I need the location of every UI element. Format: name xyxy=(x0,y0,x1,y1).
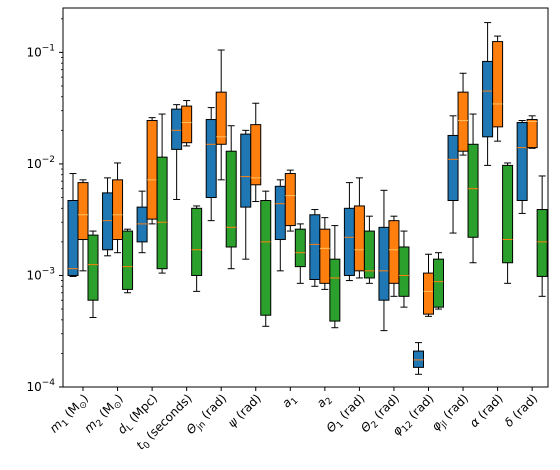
box-group xyxy=(447,115,459,234)
box-group xyxy=(260,190,272,327)
x-tick-label: α (rad) xyxy=(467,391,506,430)
box-group xyxy=(294,223,306,284)
box-iqr xyxy=(457,91,469,152)
x-tick-label: δ (rad) xyxy=(502,391,540,429)
x-tick-label: m2 (M⊙) xyxy=(81,391,127,437)
y-tick-label: 10−3 xyxy=(26,266,55,282)
box-group xyxy=(171,104,183,200)
box-group xyxy=(378,189,390,332)
boxes-layer xyxy=(67,22,548,375)
box-iqr xyxy=(329,258,341,322)
box-group xyxy=(329,225,341,329)
box-group xyxy=(343,182,355,282)
box-iqr xyxy=(225,150,237,248)
box-iqr xyxy=(343,207,355,276)
box-iqr xyxy=(467,143,479,238)
box-iqr xyxy=(413,350,424,368)
box-iqr xyxy=(122,230,134,290)
box-group xyxy=(284,169,296,232)
box-iqr xyxy=(87,234,99,301)
box-group xyxy=(363,215,375,284)
box-iqr xyxy=(353,205,365,272)
box-iqr xyxy=(536,209,548,277)
box-iqr xyxy=(526,119,538,149)
box-iqr xyxy=(502,164,514,264)
box-iqr xyxy=(363,230,375,279)
y-tick-label: 10−1 xyxy=(26,43,55,59)
box-group xyxy=(77,179,89,272)
box-group xyxy=(136,190,148,254)
box-group xyxy=(112,162,124,254)
box-iqr xyxy=(215,91,227,145)
box-group xyxy=(122,228,134,294)
box-group xyxy=(319,217,331,290)
box-group xyxy=(87,230,99,318)
box-group xyxy=(502,162,514,284)
box-group xyxy=(250,102,262,203)
box-group xyxy=(516,120,528,214)
box-iqr xyxy=(191,207,203,276)
box-group xyxy=(536,175,548,297)
box-group xyxy=(181,100,193,147)
box-group xyxy=(67,173,79,277)
box-iqr xyxy=(205,119,217,198)
box-iqr xyxy=(136,206,148,243)
y-tick-label: 10−4 xyxy=(26,378,55,394)
box-iqr xyxy=(102,192,114,251)
x-tick-label: a1​ xyxy=(279,391,300,412)
box-group xyxy=(492,35,504,142)
box-iqr xyxy=(181,105,193,144)
box-group xyxy=(191,205,203,292)
box-iqr xyxy=(309,214,321,281)
box-group xyxy=(457,72,469,156)
box-group xyxy=(413,342,424,375)
box-iqr xyxy=(319,228,331,284)
box-iqr xyxy=(274,185,286,241)
box-iqr xyxy=(146,120,158,220)
box-iqr xyxy=(112,179,124,241)
box-iqr xyxy=(516,122,528,201)
box-iqr xyxy=(77,182,89,241)
x-tick-label: φjl (rad) xyxy=(429,391,474,436)
y-tick-label: 10−2 xyxy=(26,155,55,171)
box-iqr xyxy=(398,246,410,297)
box-group xyxy=(102,177,114,257)
box-iqr xyxy=(250,124,262,186)
box-iqr xyxy=(260,199,272,316)
box-group xyxy=(388,215,400,297)
box-group xyxy=(467,113,479,264)
box-iqr xyxy=(482,60,494,138)
x-tick-label: a2​ xyxy=(314,391,335,412)
box-group xyxy=(482,22,494,166)
box-group xyxy=(526,115,538,149)
box-group xyxy=(205,107,217,222)
box-group xyxy=(398,230,410,308)
box-group xyxy=(156,113,168,274)
box-group xyxy=(215,49,227,181)
box-iqr xyxy=(240,133,252,208)
box-group xyxy=(423,253,434,317)
box-iqr xyxy=(492,41,504,128)
box-iqr xyxy=(67,199,79,276)
box-iqr xyxy=(294,228,306,268)
box-group xyxy=(146,117,158,225)
x-tick-label: ψ (rad) xyxy=(225,391,264,430)
box-group xyxy=(433,252,444,310)
box-iqr xyxy=(156,156,168,270)
box-group xyxy=(309,209,321,287)
box-group xyxy=(274,179,286,272)
box-group xyxy=(240,129,252,260)
box-iqr xyxy=(378,226,390,301)
box-group xyxy=(353,177,365,279)
box-iqr xyxy=(388,220,400,284)
box-iqr xyxy=(447,134,459,201)
box-iqr xyxy=(284,173,296,227)
box-group xyxy=(225,125,237,270)
box-iqr xyxy=(433,258,444,308)
box-iqr xyxy=(171,108,183,150)
box-iqr xyxy=(423,272,434,315)
